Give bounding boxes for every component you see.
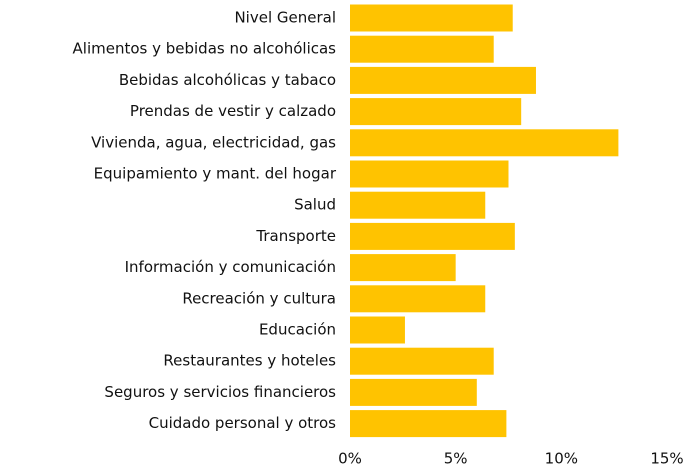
bar	[350, 4, 513, 32]
y-tick-label: Educación	[259, 321, 336, 339]
bar	[350, 160, 509, 188]
x-tick-label: 0%	[338, 450, 362, 465]
bar	[350, 66, 536, 94]
bar	[350, 347, 494, 375]
y-tick-label: Cuidado personal y otros	[149, 414, 337, 432]
bar	[350, 316, 405, 344]
y-tick-label: Recreación y cultura	[182, 289, 336, 307]
x-tick-label: 15%	[650, 450, 683, 465]
bar	[350, 285, 486, 313]
y-tick-label: Alimentos y bebidas no alcohólicas	[73, 40, 337, 58]
y-tick-label: Prendas de vestir y calzado	[130, 102, 336, 120]
y-tick-label: Restaurantes y hoteles	[163, 352, 336, 370]
y-tick-label: Bebidas alcohólicas y tabaco	[119, 71, 336, 89]
y-tick-label: Transporte	[255, 227, 336, 245]
y-tick-label: Salud	[294, 196, 336, 214]
y-tick-label: Equipamiento y mant. del hogar	[94, 165, 337, 183]
y-tick-label: Información y comunicación	[125, 258, 336, 276]
y-tick-label: Nivel General	[234, 9, 336, 27]
y-tick-label: Seguros y servicios financieros	[104, 383, 336, 401]
bar	[350, 378, 477, 406]
bar	[350, 98, 522, 126]
bar	[350, 222, 515, 250]
y-tick-label: Vivienda, agua, electricidad, gas	[91, 133, 336, 151]
bar	[350, 129, 619, 157]
bar	[350, 254, 456, 282]
x-tick-label: 5%	[444, 450, 468, 465]
bar	[350, 35, 494, 63]
bar	[350, 191, 486, 219]
bar	[350, 410, 507, 438]
x-tick-label: 10%	[545, 450, 578, 465]
